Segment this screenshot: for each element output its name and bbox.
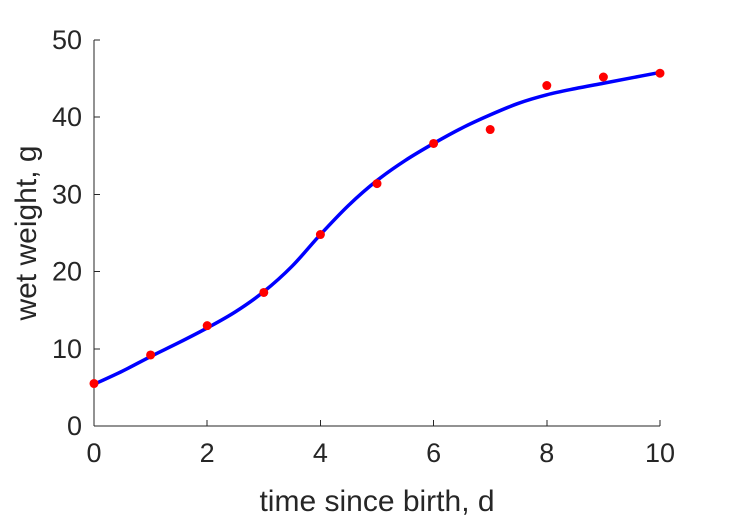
data-point bbox=[542, 81, 552, 91]
data-point bbox=[89, 379, 99, 389]
x-tick-label: 10 bbox=[645, 438, 675, 468]
data-point bbox=[429, 138, 439, 148]
x-tick-label: 2 bbox=[200, 438, 215, 468]
data-layer bbox=[89, 68, 665, 389]
y-tick-label: 30 bbox=[52, 179, 82, 209]
data-point bbox=[259, 287, 269, 297]
fit-curve bbox=[92, 70, 662, 387]
data-point bbox=[598, 72, 608, 82]
y-tick-label: 40 bbox=[52, 102, 82, 132]
y-tick-label: 50 bbox=[52, 25, 82, 55]
x-axis-label: time since birth, d bbox=[259, 485, 494, 518]
x-tick-label: 0 bbox=[86, 438, 101, 468]
y-axis-label: wet weight, g bbox=[10, 145, 43, 321]
data-point bbox=[202, 321, 212, 331]
data-point bbox=[372, 179, 382, 189]
y-tick-label: 0 bbox=[67, 411, 82, 441]
data-point bbox=[146, 350, 156, 360]
y-tick-label: 20 bbox=[52, 257, 82, 287]
x-tick-label: 4 bbox=[313, 438, 328, 468]
data-point bbox=[655, 68, 665, 78]
y-tick-label: 10 bbox=[52, 334, 82, 364]
x-tick-label: 6 bbox=[426, 438, 441, 468]
x-tick-label: 8 bbox=[539, 438, 554, 468]
data-point bbox=[315, 230, 325, 240]
data-point bbox=[485, 125, 495, 135]
axes-layer: 0 2 4 6 8 10 0 10 20 30 40 50 bbox=[52, 25, 675, 468]
